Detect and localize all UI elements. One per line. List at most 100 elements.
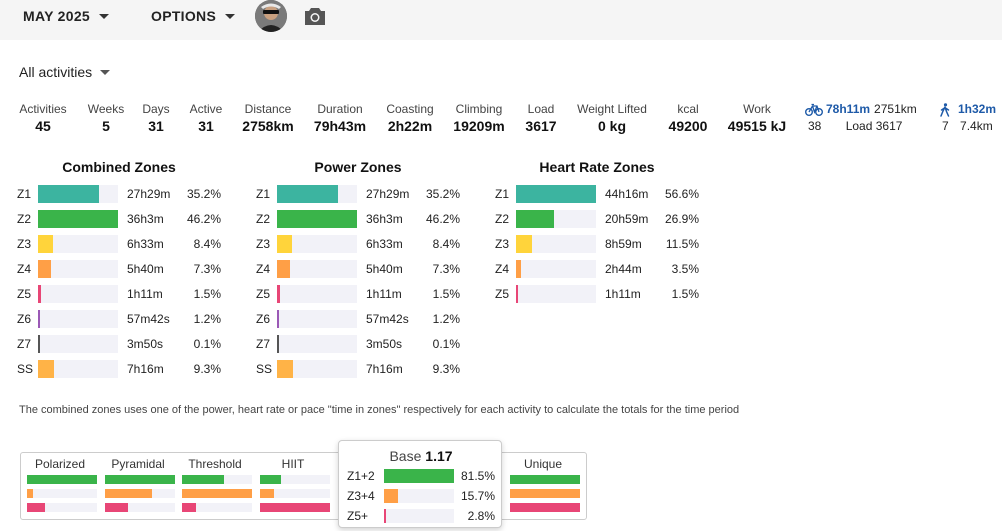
zone-bar-track	[38, 260, 118, 278]
stat-label: Weight Lifted	[577, 102, 647, 116]
distribution-label: Unique	[523, 457, 563, 471]
distribution-bar	[105, 475, 175, 484]
distribution-label: HIIT	[281, 457, 305, 471]
stat-label: kcal	[677, 102, 699, 116]
zone-row: Z1 44h16m 56.6%	[495, 184, 705, 204]
zone-bar-track	[277, 285, 357, 303]
distribution-bar	[260, 475, 281, 484]
user-avatar[interactable]	[255, 0, 287, 32]
distribution-bar-track	[510, 475, 580, 484]
distribution-bar-track	[105, 503, 175, 512]
zone-bar	[516, 185, 596, 203]
zone-bar-track	[277, 235, 357, 253]
zone-time: 44h16m	[605, 187, 649, 201]
zone-row: Z7 3m50s 0.1%	[17, 334, 227, 354]
zone-percent: 7.3%	[193, 262, 221, 276]
tooltip-bar	[384, 489, 398, 503]
zone-row: Z5 1h11m 1.5%	[256, 284, 466, 304]
chevron-down-icon	[100, 69, 111, 75]
zone-time: 7h16m	[127, 362, 164, 376]
activity-filter-label: All activities	[19, 64, 93, 80]
zone-bar	[277, 210, 357, 228]
zone-row: Z5 1h11m 1.5%	[17, 284, 227, 304]
stat-label: Active	[189, 102, 223, 116]
month-selector[interactable]: MAY 2025	[23, 8, 110, 24]
options-menu-button[interactable]: OPTIONS	[151, 8, 236, 24]
distribution-column[interactable]: Polarized	[23, 453, 97, 519]
distribution-bar	[182, 489, 252, 498]
distribution-bar-track	[105, 475, 175, 484]
zone-group-title: Heart Rate Zones	[539, 159, 655, 175]
activity-filter-dropdown[interactable]: All activities	[19, 64, 111, 80]
zone-bar-track	[277, 210, 357, 228]
sport-summary-ride[interactable]: 78h11m 2751km 38 Load 3617	[805, 102, 917, 135]
tooltip-row: Z3+4 15.7%	[347, 487, 497, 505]
zone-label: Z7	[256, 337, 271, 351]
stat-label: Coasting	[386, 102, 434, 116]
zone-percent: 56.6%	[664, 187, 699, 201]
zone-bar	[38, 210, 118, 228]
zone-percent: 35.2%	[425, 187, 460, 201]
zone-row: Z4 5h40m 7.3%	[256, 259, 466, 279]
distribution-column[interactable]: Unique	[506, 453, 580, 519]
zone-time: 5h40m	[127, 262, 164, 276]
zone-bar	[277, 360, 294, 378]
stat-value: 5	[102, 118, 110, 134]
zone-label: Z1	[495, 187, 510, 201]
stat-value: 0 kg	[597, 118, 627, 134]
stat-coasting: Coasting 2h22m	[386, 102, 433, 135]
zone-bar-track	[277, 260, 357, 278]
zone-time: 1h11m	[366, 287, 402, 301]
sport-summary-walk[interactable]: 1h32m 7 7.4km	[938, 102, 996, 135]
training-distribution: Polarized Pyramidal Threshold HIIT Unique	[20, 452, 587, 520]
zone-bar-track	[38, 185, 118, 203]
zone-percent: 1.2%	[193, 312, 221, 326]
zone-bar	[38, 260, 51, 278]
zone-time: 2h44m	[605, 262, 642, 276]
stat-active: Active 31	[190, 102, 223, 135]
stat-label: Weeks	[87, 102, 125, 116]
tooltip-row-label: Z3+4	[347, 489, 375, 503]
zone-percent: 8.4%	[193, 237, 221, 251]
zone-percent: 46.2%	[425, 212, 460, 226]
zone-percent: 1.5%	[193, 287, 221, 301]
camera-icon[interactable]	[304, 6, 326, 26]
tooltip-label: Base	[389, 448, 422, 464]
zone-bar-track	[38, 235, 118, 253]
zone-bar-track	[516, 285, 596, 303]
zone-bar	[516, 260, 521, 278]
stat-label: Duration	[317, 102, 363, 116]
zone-bar	[277, 185, 338, 203]
stat-value: 19209m	[453, 118, 505, 134]
summary-stats: Activities 45 Weeks 5 Days 31 Active 31 Distance…	[0, 102, 1002, 138]
zone-label: Z5	[17, 287, 32, 301]
stat-label: Days	[142, 102, 170, 116]
zone-label: Z5	[256, 287, 271, 301]
zone-group-title: Power Zones	[314, 159, 402, 175]
zone-bar-track	[516, 260, 596, 278]
distribution-column[interactable]: Threshold	[178, 453, 252, 519]
walk-count: 7	[942, 119, 949, 133]
zone-row: Z2 36h3m 46.2%	[17, 209, 227, 229]
ride-load: Load 3617	[845, 119, 903, 133]
zone-bar-track	[38, 210, 118, 228]
month-label: MAY 2025	[23, 8, 91, 24]
zone-row: Z2 36h3m 46.2%	[256, 209, 466, 229]
zone-label: Z4	[17, 262, 32, 276]
zone-row: SS 7h16m 9.3%	[256, 359, 466, 379]
tooltip-row-percent: 2.8%	[467, 509, 495, 523]
distribution-tooltip: Base 1.17 Z1+2 81.5% Z3+4 15.7% Z5+ 2.8%	[338, 440, 502, 528]
distribution-bar-track	[260, 489, 330, 498]
zone-percent: 1.5%	[432, 287, 460, 301]
distribution-column[interactable]: HIIT	[256, 453, 330, 519]
distribution-column[interactable]: Pyramidal	[101, 453, 175, 519]
zone-percent: 3.5%	[671, 262, 699, 276]
ride-count: 38	[808, 119, 822, 133]
zone-row: Z4 5h40m 7.3%	[17, 259, 227, 279]
zone-percent: 9.3%	[193, 362, 221, 376]
zone-bar-track	[38, 310, 118, 328]
distribution-bar-track	[182, 475, 252, 484]
distribution-bar	[27, 503, 45, 512]
zone-bar-track	[38, 285, 118, 303]
zone-bar	[277, 235, 292, 253]
